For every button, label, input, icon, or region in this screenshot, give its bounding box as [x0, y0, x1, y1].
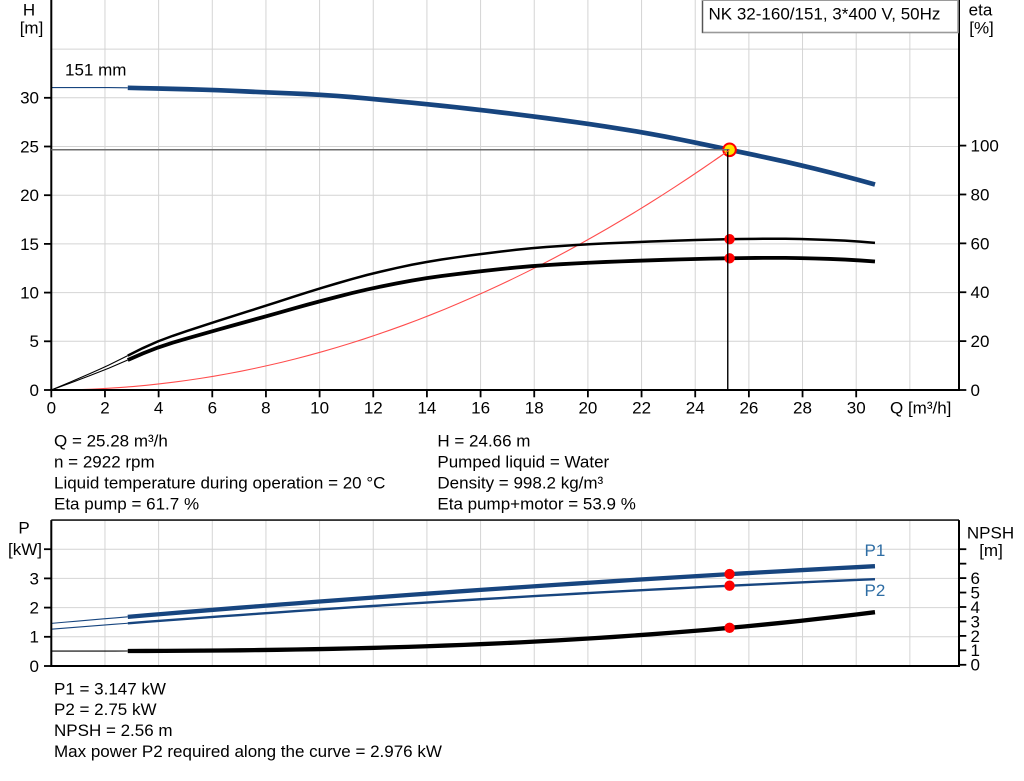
- svg-text:4: 4: [971, 598, 980, 617]
- svg-text:6: 6: [971, 569, 980, 588]
- svg-text:24: 24: [686, 398, 705, 417]
- svg-text:Eta pump+motor = 53.9 %: Eta pump+motor = 53.9 %: [437, 495, 635, 514]
- svg-text:0: 0: [971, 381, 980, 400]
- svg-text:151 mm: 151 mm: [65, 60, 126, 79]
- svg-text:P1: P1: [865, 541, 886, 560]
- svg-text:NK 32-160/151, 3*400 V, 50Hz: NK 32-160/151, 3*400 V, 50Hz: [709, 4, 941, 23]
- svg-text:[m]: [m]: [20, 18, 44, 37]
- svg-text:Q = 25.28 m³/h: Q = 25.28 m³/h: [54, 431, 168, 450]
- svg-text:0: 0: [30, 657, 39, 676]
- svg-text:eta: eta: [969, 0, 993, 19]
- svg-text:2: 2: [971, 627, 980, 646]
- svg-text:Liquid temperature during oper: Liquid temperature during operation = 20…: [54, 474, 385, 493]
- svg-text:100: 100: [971, 137, 999, 156]
- svg-text:25: 25: [20, 137, 39, 156]
- svg-text:NPSH: NPSH: [967, 523, 1014, 542]
- svg-text:5: 5: [30, 332, 39, 351]
- svg-text:1: 1: [30, 628, 39, 647]
- svg-text:3: 3: [971, 612, 980, 631]
- svg-text:P1 = 3.147 kW: P1 = 3.147 kW: [54, 679, 166, 698]
- svg-text:30: 30: [20, 89, 39, 108]
- svg-text:[m]: [m]: [979, 541, 1003, 560]
- svg-text:10: 10: [20, 284, 39, 303]
- svg-text:0: 0: [47, 398, 56, 417]
- svg-text:1: 1: [971, 641, 980, 660]
- svg-text:H: H: [23, 0, 35, 19]
- svg-text:60: 60: [971, 234, 990, 253]
- svg-text:H = 24.66 m: H = 24.66 m: [437, 431, 530, 450]
- svg-text:80: 80: [971, 185, 990, 204]
- svg-text:Max power P2 required along th: Max power P2 required along the curve = …: [54, 742, 442, 761]
- svg-text:5: 5: [971, 583, 980, 602]
- svg-text:Pumped liquid = Water: Pumped liquid = Water: [437, 452, 609, 471]
- svg-text:[kW]: [kW]: [8, 540, 42, 559]
- svg-text:n = 2922 rpm: n = 2922 rpm: [54, 452, 155, 471]
- svg-text:20: 20: [971, 332, 990, 351]
- svg-text:26: 26: [739, 398, 758, 417]
- svg-text:NPSH = 2.56 m: NPSH = 2.56 m: [54, 721, 173, 740]
- svg-text:4: 4: [154, 398, 163, 417]
- svg-text:Q [m³/h]: Q [m³/h]: [890, 398, 951, 417]
- svg-text:3: 3: [30, 569, 39, 588]
- svg-text:18: 18: [525, 398, 544, 417]
- svg-text:P2 = 2.75 kW: P2 = 2.75 kW: [54, 700, 157, 719]
- svg-text:14: 14: [417, 398, 436, 417]
- svg-text:10: 10: [310, 398, 329, 417]
- svg-text:16: 16: [471, 398, 490, 417]
- svg-text:P: P: [18, 518, 29, 537]
- svg-text:Density = 998.2 kg/m³: Density = 998.2 kg/m³: [437, 474, 603, 493]
- svg-text:15: 15: [20, 235, 39, 254]
- svg-text:22: 22: [632, 398, 651, 417]
- svg-text:0: 0: [30, 381, 39, 400]
- svg-text:[%]: [%]: [969, 18, 994, 37]
- svg-text:28: 28: [793, 398, 812, 417]
- svg-text:20: 20: [20, 186, 39, 205]
- svg-text:0: 0: [971, 656, 980, 675]
- svg-text:40: 40: [971, 283, 990, 302]
- svg-text:2: 2: [30, 599, 39, 618]
- svg-text:6: 6: [208, 398, 217, 417]
- svg-text:8: 8: [261, 398, 270, 417]
- svg-text:30: 30: [847, 398, 866, 417]
- svg-text:Eta pump = 61.7 %: Eta pump = 61.7 %: [54, 495, 199, 514]
- svg-text:12: 12: [364, 398, 383, 417]
- svg-text:20: 20: [578, 398, 597, 417]
- svg-text:2: 2: [100, 398, 109, 417]
- svg-text:P2: P2: [865, 581, 886, 600]
